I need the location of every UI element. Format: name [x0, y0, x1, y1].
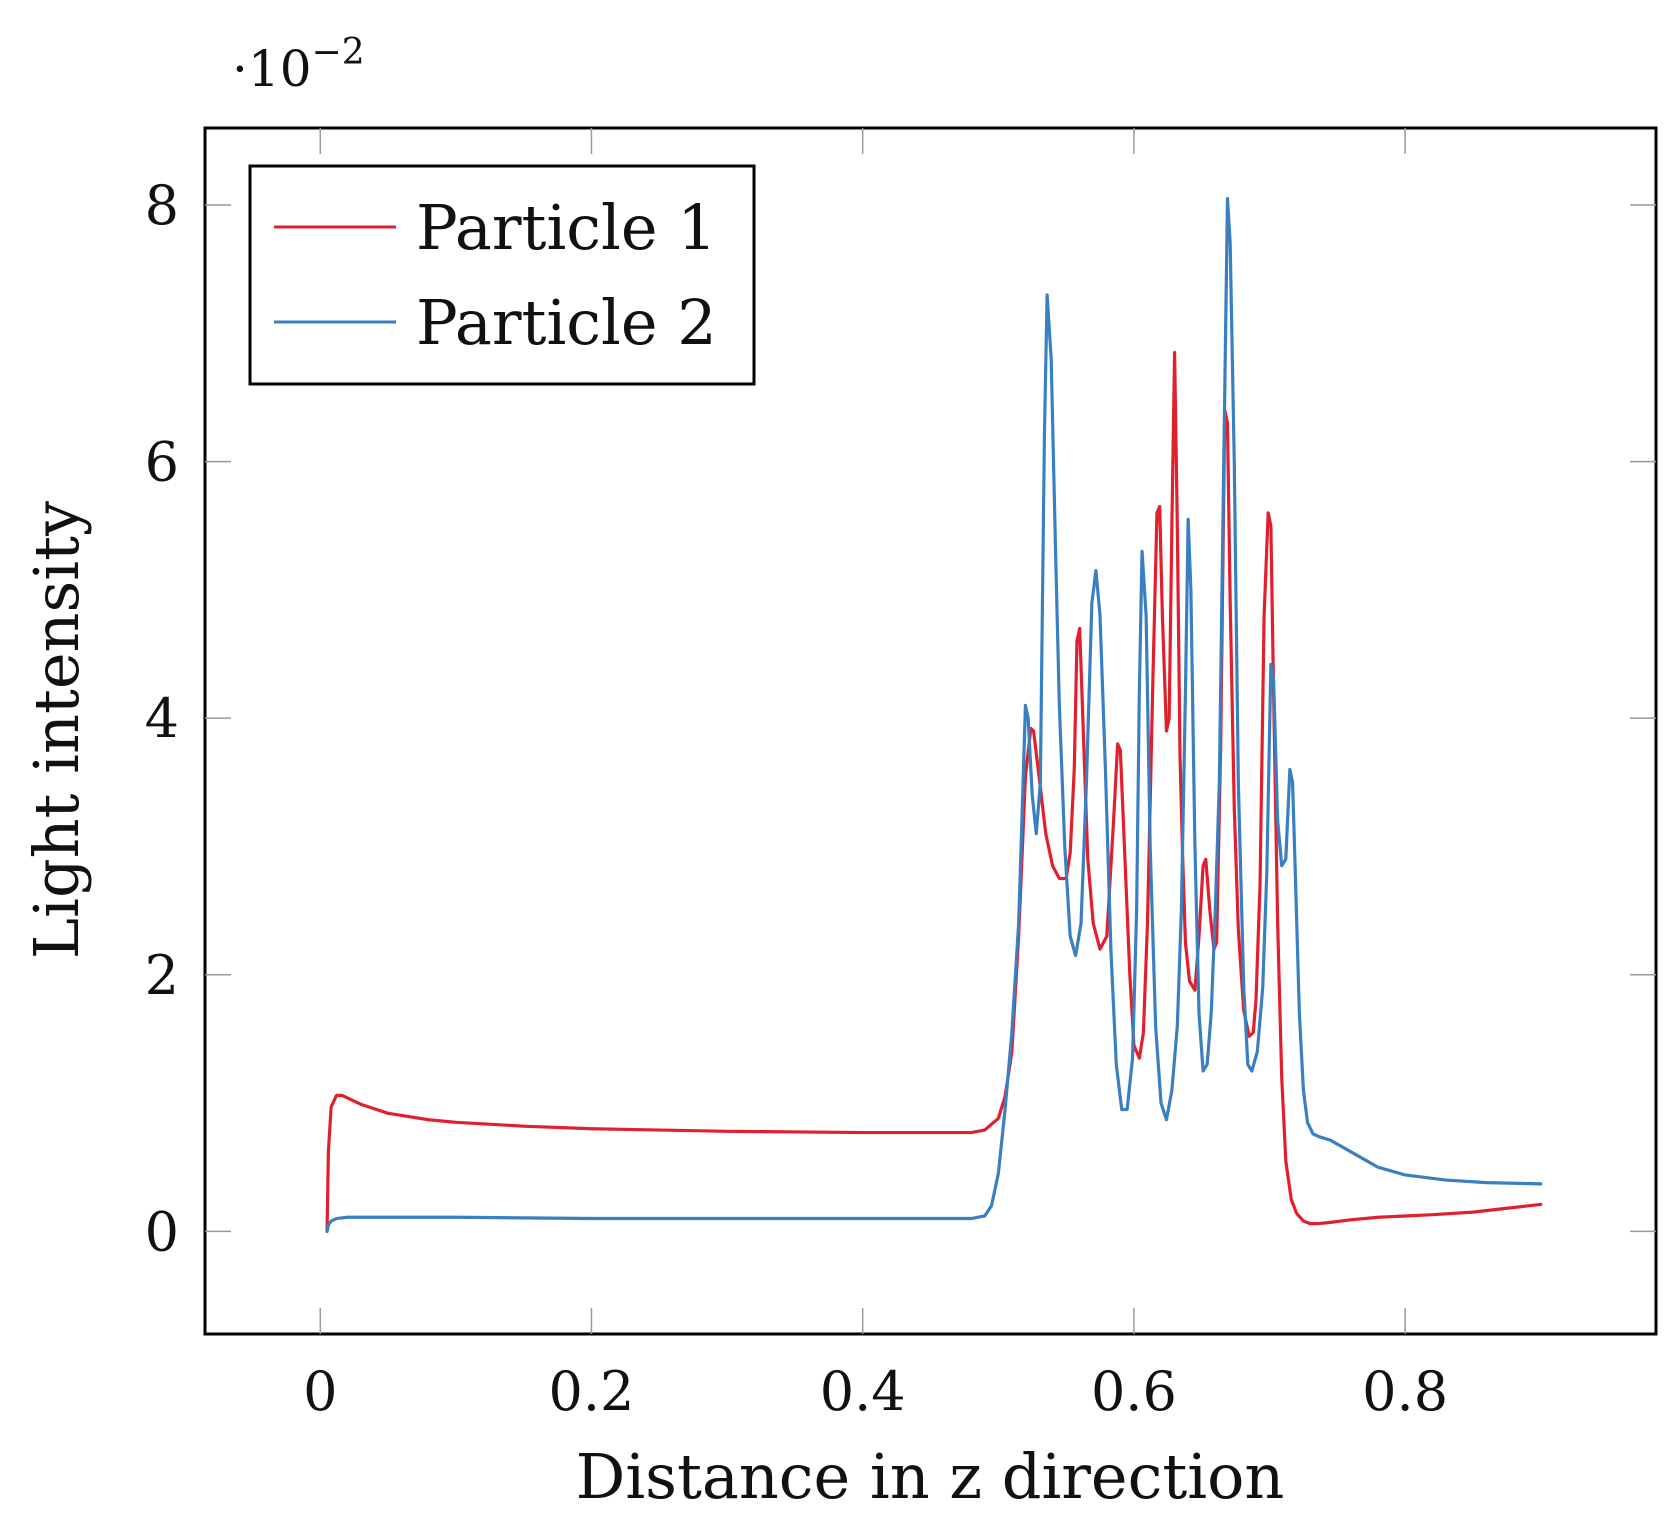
- legend-box: [248, 164, 756, 386]
- x-tick-label: 0: [303, 1360, 337, 1423]
- x-tick-label: 0.2: [549, 1360, 635, 1423]
- ticks-layer: 0 0.2 0.4 0.6 0.8 0 2 4 6 8: [145, 128, 1656, 1423]
- y-axis-title: Light intensity: [20, 501, 93, 959]
- y-tick-label: 8: [145, 174, 179, 237]
- y-tick-label: 0: [145, 1200, 179, 1263]
- y-scale-multiplier: ·10−2: [232, 32, 365, 98]
- x-tick-label: 0.6: [1091, 1360, 1177, 1423]
- series-line-particle-1: [325, 350, 1543, 1233]
- series-line-particle-2: [325, 196, 1543, 1233]
- x-tick-label: 0.4: [820, 1360, 906, 1423]
- plot-layer: [325, 196, 1543, 1233]
- y-tick-label: 2: [145, 944, 179, 1007]
- y-scale-base: ·10: [232, 40, 312, 98]
- y-tick-label: 4: [145, 687, 179, 750]
- plot-frame: [203, 126, 1658, 1336]
- legend-label-particle-1: Particle 1: [416, 191, 717, 264]
- x-axis-title: Distance in z direction: [576, 1440, 1285, 1513]
- legend: Particle 1 Particle 2: [248, 164, 756, 386]
- legend-label-particle-2: Particle 2: [416, 286, 717, 359]
- y-tick-label: 6: [145, 431, 179, 494]
- x-tick-label: 0.8: [1362, 1360, 1448, 1423]
- y-scale-exponent: −2: [312, 32, 365, 73]
